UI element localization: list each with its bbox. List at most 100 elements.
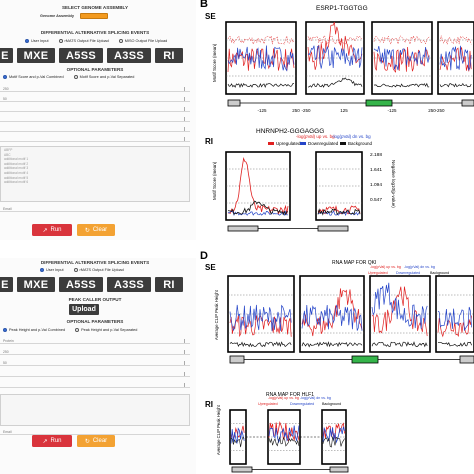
x-tick-label: 250 [292,108,300,113]
event-button-mxe[interactable]: MXE [17,48,55,63]
background-series-line [227,82,294,89]
up-pval-series-line [227,35,295,45]
param-field[interactable] [0,371,190,377]
exon-upstream [227,99,241,107]
upregulated-series-line [227,157,289,216]
exon-upstream [229,355,245,364]
background-series-line [301,341,363,348]
radio-icon[interactable] [3,75,7,79]
param-field[interactable]: 50 [0,96,190,102]
peak-caller-title: PEAK CALLER OUTPUT [68,297,122,302]
event-button-se[interactable]: E [0,48,13,63]
up-pval-series-line [307,35,363,45]
score-option[interactable]: Peak Height and p-Val Combined [3,328,65,332]
background-series-line [439,82,472,88]
legend-dn-pval: -log(pVal) dn vs. bg [332,134,371,139]
radio-icon[interactable] [75,328,80,332]
event-button-se[interactable]: E [0,277,13,292]
param-field[interactable]: 250 [0,349,190,355]
event-button-ri[interactable]: RI [155,48,183,63]
events-title: DIFFERENTIAL ALTERNATIVE SPLICING EVENTS [40,260,150,265]
radio-icon[interactable] [3,328,7,332]
genome-select[interactable] [80,13,109,19]
panel-letter-b: B [200,0,208,10]
run-button[interactable]: ↗ Run [32,435,72,447]
downregulated-series-line [307,45,363,69]
panel-d-se-ylabel: Average CLIP Peak Height [214,289,219,340]
param-field[interactable]: 50 [0,360,190,366]
radio-icon[interactable] [58,39,63,43]
background-series-line [437,341,472,347]
downregulated-series-line [268,425,300,444]
upload-option[interactable]: MISO Output File Upload [118,39,167,43]
clear-button[interactable]: ↻ Clear [77,435,115,447]
upload-option[interactable]: User Input [40,268,64,272]
upload-options: User Input rMATS Output File Upload [40,268,124,272]
email-field[interactable]: Email [0,429,190,435]
event-button-mxe[interactable]: MXE [17,277,55,292]
panel-d-ri-tag: RI [205,400,213,409]
background-series-line [373,82,430,88]
radio-icon[interactable] [40,268,44,272]
optional-title: OPTIONAL PARAMETERS [66,319,124,324]
email-field[interactable]: Email [0,206,190,212]
legend-up-pval: -log(pVal) up vs. bg [296,134,335,139]
event-button-ri[interactable]: RI [155,277,183,292]
chart-icon: ↗ [42,438,48,445]
clear-button[interactable]: ↻ Clear [77,224,115,236]
score-option[interactable]: Peak Height and p-Val Separated [75,328,137,332]
upload-option[interactable]: User Input [25,39,49,43]
legend-downregulated: Downregulated [396,271,420,275]
param-field[interactable]: 250 [0,86,190,92]
score-option[interactable]: Motif Score and p-Val Combined [3,75,64,79]
event-button-a5ss[interactable]: A5SS [59,48,103,63]
param-field[interactable] [0,116,190,122]
upregulated-series-line [301,288,363,337]
exon-alternative [365,99,393,107]
run-button[interactable]: ↗ Run [32,224,72,236]
event-button-a3ss[interactable]: A3SS [107,277,151,292]
param-field[interactable]: Protein [0,338,190,344]
upregulated-series-line [371,286,428,337]
panel-d-se-tag: SE [205,263,216,272]
downregulated-series-line [439,45,472,71]
param-field[interactable] [0,136,190,142]
upregulated-series-line [307,21,363,70]
upload-option[interactable]: rMATS Output File Upload [73,268,124,272]
legend-dn-pval: -log(pVal) dn vs. bg [404,265,435,269]
downregulated-series-line [301,304,363,331]
exon-downstream [317,225,349,232]
event-button-a3ss[interactable]: A3SS [107,48,151,63]
legend-downregulated: Downregulated [308,141,339,146]
param-field[interactable] [0,106,190,112]
background-series-line [230,436,245,448]
legend-upregulated: Upregulated [368,271,388,275]
legend-down-swatch [300,142,306,145]
motif-textarea[interactable]: ABFP ABC additional motif 1 additional m… [0,146,190,202]
legend-bg-swatch [340,142,346,145]
upload-option[interactable]: rMATS Output File Upload [58,39,109,43]
x-tick-label: 250 [428,108,436,113]
y2-tick-label: 1.641 [370,167,382,173]
score-option[interactable]: Motif Score and p-Val Separated [73,75,134,79]
genome-assembly-title: SELECT GENOME ASSEMBLY [61,5,129,10]
panel-letter-d: D [200,250,208,262]
param-field[interactable] [0,126,190,132]
motif-textarea[interactable] [0,394,190,426]
events-title: DIFFERENTIAL ALTERNATIVE SPLICING EVENTS [40,30,150,35]
exon-downstream [329,466,349,473]
upload-button[interactable]: Upload [69,304,99,315]
param-field[interactable] [0,382,190,388]
panel-d-ri-title: RNA MAP FOR HLF1 [266,392,314,398]
downregulated-series-line [227,210,289,217]
radio-icon[interactable] [73,268,78,272]
downregulated-series-line [229,304,292,332]
event-button-a5ss[interactable]: A5SS [59,277,103,292]
panel-b-ri-tag: RI [205,137,213,146]
background-series-line [268,436,300,447]
x-tick-label: -250 [435,108,445,113]
radio-icon[interactable] [73,75,78,79]
radio-icon[interactable] [25,39,29,43]
radio-icon[interactable] [118,39,123,43]
